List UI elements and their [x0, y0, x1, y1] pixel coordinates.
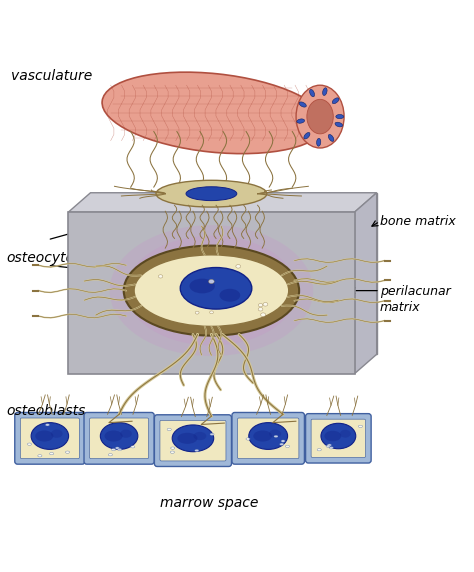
Ellipse shape [285, 445, 290, 447]
Ellipse shape [209, 279, 214, 284]
Ellipse shape [310, 89, 315, 97]
Ellipse shape [126, 236, 297, 345]
Ellipse shape [299, 102, 306, 107]
Ellipse shape [297, 119, 305, 123]
Ellipse shape [111, 448, 116, 451]
Ellipse shape [274, 435, 278, 438]
Ellipse shape [131, 446, 135, 448]
Ellipse shape [170, 451, 174, 454]
Text: perilacunar
matrix: perilacunar matrix [380, 285, 451, 315]
Ellipse shape [321, 423, 356, 449]
Ellipse shape [317, 448, 321, 451]
Text: vasculature: vasculature [10, 69, 92, 83]
Ellipse shape [340, 430, 351, 438]
Ellipse shape [190, 279, 215, 293]
Ellipse shape [236, 265, 241, 268]
FancyBboxPatch shape [90, 418, 149, 459]
Ellipse shape [246, 438, 250, 440]
Ellipse shape [280, 443, 284, 446]
Ellipse shape [46, 424, 49, 426]
Ellipse shape [258, 308, 263, 311]
Ellipse shape [158, 275, 163, 278]
Text: osteoblasts: osteoblasts [6, 404, 85, 418]
Ellipse shape [100, 423, 138, 450]
Ellipse shape [329, 447, 333, 449]
Ellipse shape [326, 445, 330, 447]
Ellipse shape [118, 448, 122, 451]
FancyBboxPatch shape [237, 418, 299, 459]
Text: marrow space: marrow space [160, 496, 258, 510]
FancyBboxPatch shape [20, 418, 80, 459]
Ellipse shape [31, 423, 69, 450]
FancyBboxPatch shape [306, 414, 371, 463]
FancyBboxPatch shape [311, 419, 365, 458]
Ellipse shape [261, 313, 265, 317]
Ellipse shape [219, 289, 240, 301]
Ellipse shape [210, 433, 214, 435]
Ellipse shape [307, 100, 333, 134]
Ellipse shape [124, 245, 299, 336]
Ellipse shape [186, 186, 237, 201]
Ellipse shape [332, 98, 339, 104]
FancyBboxPatch shape [84, 412, 154, 464]
Ellipse shape [177, 433, 198, 444]
Ellipse shape [38, 455, 42, 457]
Ellipse shape [27, 443, 31, 446]
Ellipse shape [193, 432, 206, 440]
FancyBboxPatch shape [15, 412, 85, 464]
Ellipse shape [249, 423, 288, 450]
Text: osteocytes: osteocytes [6, 251, 82, 265]
Ellipse shape [323, 88, 327, 96]
Ellipse shape [167, 428, 171, 431]
Ellipse shape [156, 180, 267, 207]
Ellipse shape [281, 440, 285, 442]
FancyBboxPatch shape [160, 420, 226, 461]
Text: bone matrix: bone matrix [380, 215, 456, 228]
Ellipse shape [258, 304, 263, 307]
Ellipse shape [263, 303, 268, 306]
Ellipse shape [328, 134, 334, 141]
Ellipse shape [195, 450, 199, 452]
Ellipse shape [65, 451, 70, 454]
Ellipse shape [358, 425, 363, 427]
Ellipse shape [171, 447, 175, 449]
Ellipse shape [269, 430, 281, 438]
Ellipse shape [195, 311, 199, 314]
Ellipse shape [317, 138, 321, 146]
Ellipse shape [328, 444, 331, 446]
Bar [68, 212, 355, 374]
Ellipse shape [172, 425, 214, 452]
Ellipse shape [253, 431, 272, 442]
Polygon shape [91, 193, 377, 354]
Ellipse shape [102, 72, 325, 154]
Ellipse shape [296, 85, 344, 148]
Ellipse shape [51, 430, 63, 438]
Ellipse shape [134, 255, 289, 327]
Polygon shape [68, 193, 377, 212]
Ellipse shape [144, 247, 279, 334]
Ellipse shape [335, 122, 343, 127]
Ellipse shape [210, 311, 213, 314]
Ellipse shape [324, 431, 341, 441]
Ellipse shape [180, 268, 252, 309]
Ellipse shape [120, 430, 132, 438]
FancyBboxPatch shape [155, 415, 231, 467]
Ellipse shape [115, 447, 119, 449]
Ellipse shape [108, 454, 112, 456]
Ellipse shape [104, 431, 123, 442]
FancyBboxPatch shape [232, 412, 304, 464]
Ellipse shape [35, 431, 54, 442]
Ellipse shape [109, 225, 313, 356]
Ellipse shape [49, 452, 54, 455]
Ellipse shape [336, 114, 344, 118]
Ellipse shape [304, 133, 310, 139]
Polygon shape [355, 193, 377, 374]
